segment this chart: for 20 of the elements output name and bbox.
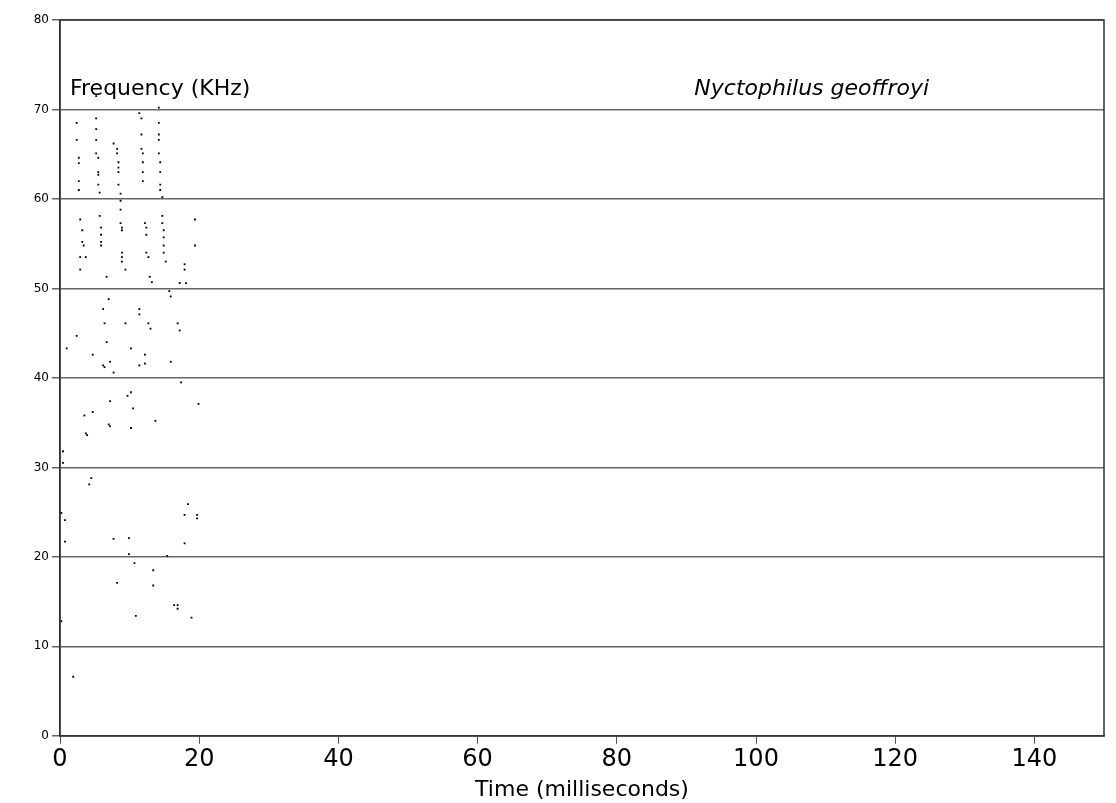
- y-tick-label: 60: [33, 191, 49, 206]
- x-tick-label: 60: [462, 744, 493, 773]
- x-tick-label: 120: [872, 744, 919, 773]
- y-tick-label: 0: [41, 727, 49, 742]
- y-tick-label: 40: [33, 370, 49, 385]
- y-tick-label: 50: [33, 280, 49, 295]
- y-tick-label: 70: [33, 101, 49, 116]
- x-tick-label: 40: [323, 744, 354, 773]
- y-tick-label: 80: [33, 12, 49, 27]
- x-tick-label: 100: [733, 744, 779, 773]
- y-tick-label: 20: [33, 548, 49, 563]
- x-tick-label: 0: [52, 744, 68, 773]
- y-tick-label: 30: [33, 459, 49, 474]
- y-tick-label: 10: [33, 638, 49, 653]
- x-axis-title: Time (milliseconds): [474, 775, 689, 801]
- x-tick-label: 20: [183, 744, 215, 773]
- text: Nyctophilus geoffroyi: [694, 75, 930, 101]
- y-axis-title: Frequency (KHz): [70, 75, 251, 101]
- x-tick-label: 140: [1011, 744, 1058, 773]
- x-tick-label: 80: [601, 744, 633, 773]
